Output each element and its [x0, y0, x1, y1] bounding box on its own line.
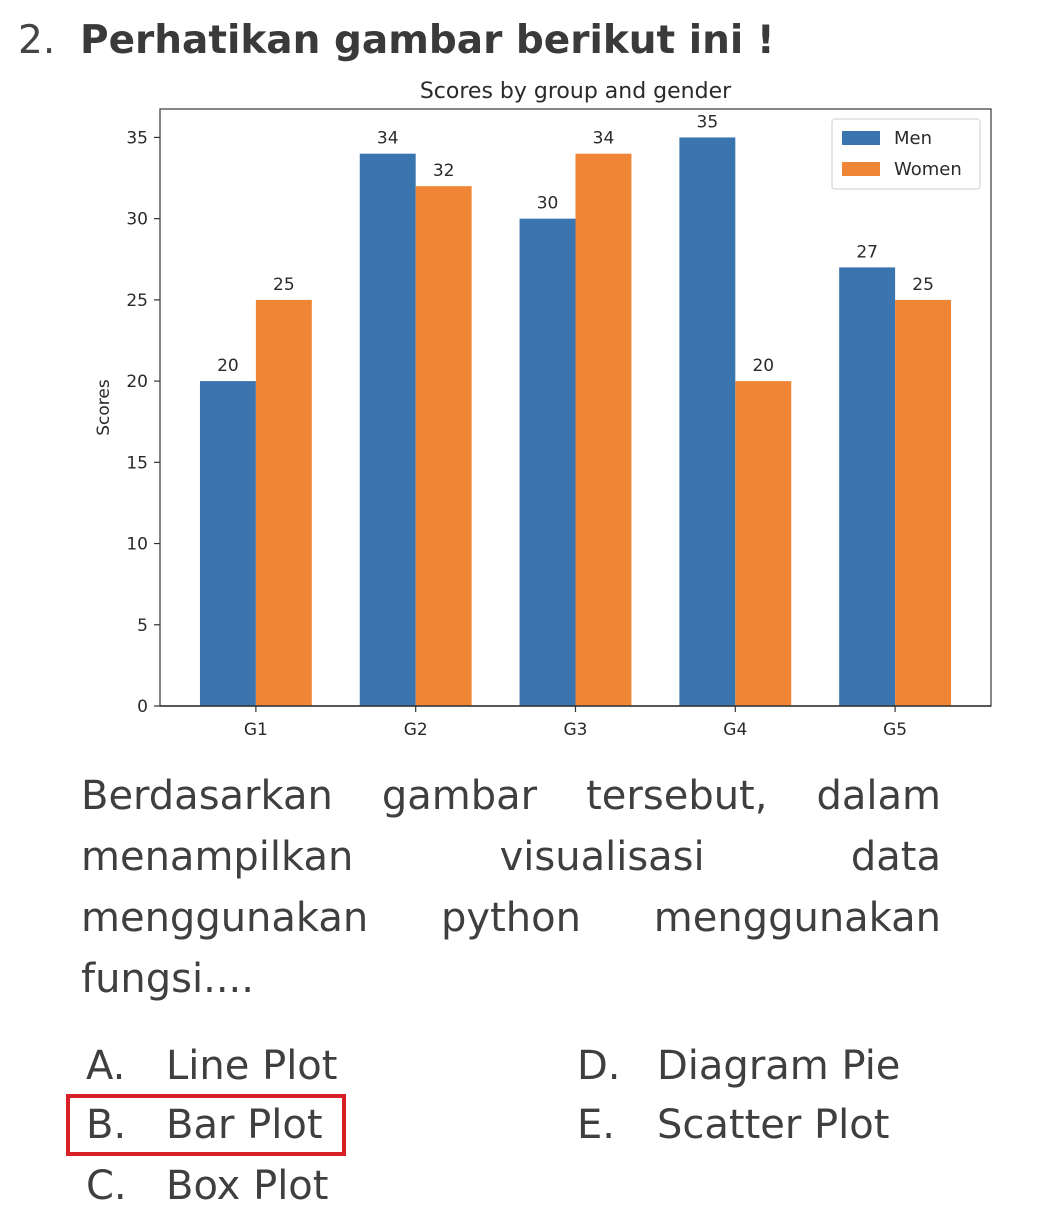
y-axis-label: Scores — [94, 379, 114, 436]
x-tick-label: G5 — [883, 720, 907, 740]
bar — [255, 299, 312, 706]
answer-highlight-box — [66, 1094, 346, 1156]
bar — [895, 299, 952, 706]
option-letter: D. — [577, 1043, 621, 1089]
question-body: Berdasarkan gambar tersebut, dalam menam… — [81, 773, 941, 1002]
bar-value-label: 25 — [273, 275, 295, 295]
question-header: 2. Perhatikan gambar berikut ini ! — [18, 14, 775, 66]
bar — [575, 153, 632, 706]
question-number: 2. — [18, 17, 56, 63]
option-text: Scatter Plot — [657, 1102, 890, 1148]
legend-swatch — [842, 131, 880, 145]
bar — [839, 267, 896, 706]
bar — [679, 137, 736, 706]
bar — [415, 186, 472, 706]
y-tick-label: 35 — [126, 128, 148, 148]
bar-value-label: 30 — [537, 194, 559, 214]
option-text: Line Plot — [166, 1043, 338, 1089]
legend-label: Men — [894, 128, 932, 149]
legend-label: Women — [894, 159, 962, 180]
bar-value-label: 35 — [697, 112, 719, 132]
y-tick-label: 20 — [126, 372, 148, 392]
y-tick-label: 15 — [126, 453, 148, 473]
option-letter: C. — [86, 1163, 127, 1209]
option-e[interactable]: E. Scatter Plot — [577, 1097, 889, 1153]
x-tick-label: G3 — [564, 720, 588, 740]
bar-value-label: 20 — [217, 356, 239, 376]
bar-value-label: 34 — [593, 129, 615, 149]
bar — [199, 381, 256, 706]
bar-value-label: 34 — [377, 129, 399, 149]
x-tick-label: G2 — [404, 720, 428, 740]
y-tick-label: 10 — [126, 535, 148, 555]
option-c[interactable]: C. Box Plot — [86, 1158, 328, 1214]
bar-value-label: 20 — [752, 356, 774, 376]
option-letter: B. — [86, 1102, 127, 1148]
y-tick-label: 25 — [126, 291, 148, 311]
y-tick-label: 5 — [137, 616, 148, 636]
y-tick-label: 0 — [137, 697, 148, 717]
option-b[interactable]: B. Bar Plot — [86, 1097, 323, 1153]
option-text: Diagram Pie — [657, 1043, 901, 1089]
bar — [735, 381, 792, 706]
option-text: Bar Plot — [166, 1102, 323, 1148]
bar — [519, 218, 576, 706]
bar-value-label: 27 — [856, 242, 878, 262]
bar-chart: 0 5 10 15 20 25 30 35 20 34 30 35 27 25 32 34 20 25 G1 G2 G3… — [80, 72, 1000, 756]
chart-svg: 0 5 10 15 20 25 30 35 20 34 30 35 27 25 32 34 20 25 G1 G2 G3… — [94, 79, 992, 740]
chart-title: Scores by group and gender — [420, 79, 732, 104]
x-tick-label: G1 — [244, 720, 268, 740]
option-letter: E. — [577, 1102, 615, 1148]
bar — [359, 153, 416, 706]
bar-value-label: 32 — [433, 161, 455, 181]
option-d[interactable]: D. Diagram Pie — [577, 1038, 900, 1094]
option-letter: A. — [86, 1043, 126, 1089]
question-title: Perhatikan gambar berikut ini ! — [80, 17, 775, 63]
legend-swatch — [842, 162, 880, 176]
option-text: Box Plot — [166, 1163, 329, 1209]
bar-value-label: 25 — [912, 275, 934, 295]
option-a[interactable]: A. Line Plot — [86, 1038, 337, 1094]
x-tick-label: G4 — [723, 720, 747, 740]
y-tick-label: 30 — [126, 210, 148, 230]
